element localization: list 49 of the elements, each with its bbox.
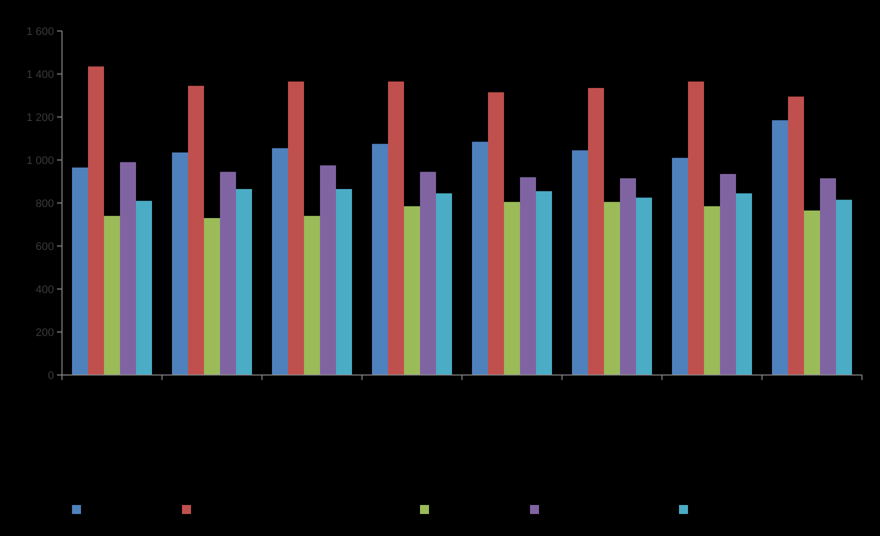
bar	[104, 216, 120, 375]
bar	[704, 206, 720, 375]
bar	[820, 178, 836, 375]
bar	[604, 202, 620, 375]
bar	[172, 152, 188, 375]
y-tick-label: 800	[36, 198, 54, 210]
bar	[272, 148, 288, 375]
y-tick-label: 0	[48, 370, 54, 382]
bar	[736, 193, 752, 375]
bar	[320, 165, 336, 375]
bar	[236, 189, 252, 375]
bar	[388, 82, 404, 375]
y-tick-label: 400	[36, 284, 54, 296]
bar	[688, 82, 704, 375]
bar	[804, 210, 820, 375]
bar	[536, 191, 552, 375]
bar	[720, 174, 736, 375]
bar	[288, 82, 304, 375]
bar	[520, 177, 536, 375]
y-tick-label: 1 000	[26, 154, 54, 167]
bar	[372, 144, 388, 375]
bar	[304, 216, 320, 375]
bar	[88, 66, 104, 375]
bar	[572, 150, 588, 375]
bar	[788, 96, 804, 375]
bar	[436, 193, 452, 375]
bar	[336, 189, 352, 375]
bar	[204, 218, 220, 375]
bar	[420, 172, 436, 375]
bar	[72, 168, 88, 375]
y-tick-label: 1 400	[26, 68, 54, 81]
bar	[472, 142, 488, 375]
bar	[504, 202, 520, 375]
y-tick-label: 600	[36, 240, 54, 253]
y-tick-label: 1 600	[26, 26, 54, 38]
bar	[772, 120, 788, 375]
bar	[672, 158, 688, 375]
y-tick-label: 1 200	[26, 112, 54, 124]
bar	[488, 92, 504, 375]
bar	[220, 172, 236, 375]
bar	[136, 200, 152, 375]
bar	[188, 86, 204, 375]
y-tick-label: 200	[36, 326, 54, 339]
bar	[588, 88, 604, 375]
bar	[620, 178, 636, 375]
bar	[636, 198, 652, 375]
bar	[836, 200, 852, 375]
bar	[120, 162, 136, 375]
bar	[404, 206, 420, 375]
